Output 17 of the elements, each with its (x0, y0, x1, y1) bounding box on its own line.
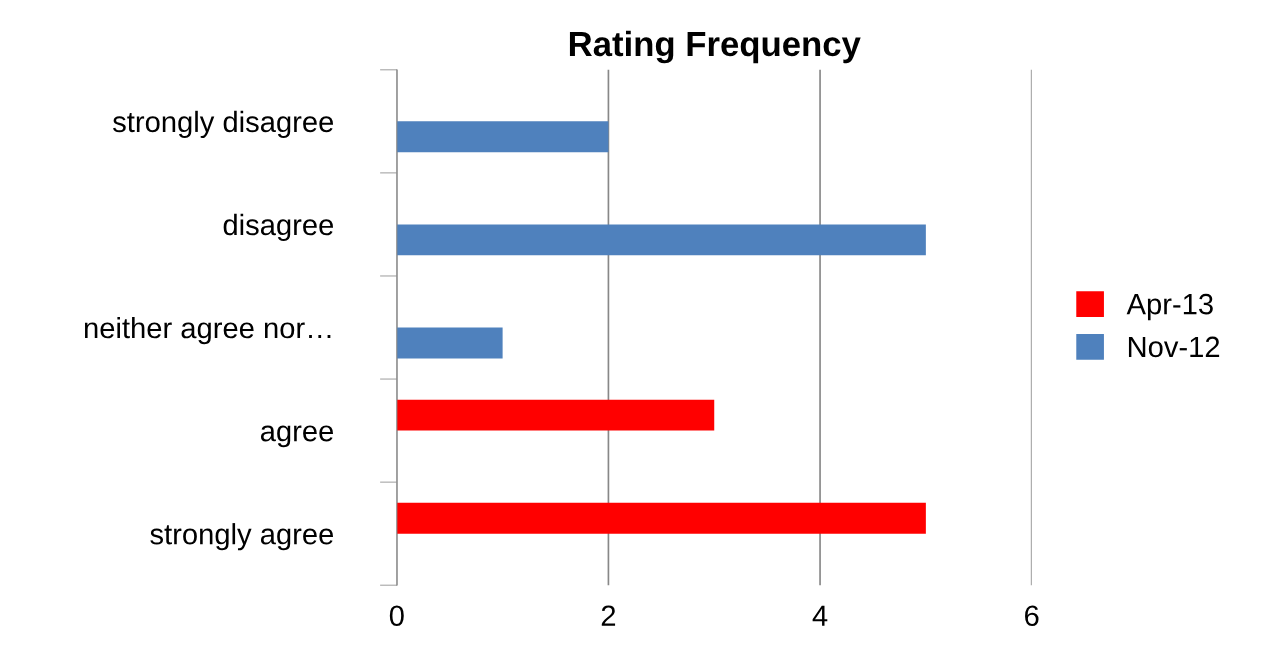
y-tick-label: strongly agree (150, 523, 334, 551)
y-tick-label: neither agree nor… (84, 316, 331, 345)
x-tick-label: 0 (389, 605, 404, 627)
bar (396, 327, 503, 359)
bar (396, 399, 715, 431)
y-tick-label: disagree (223, 213, 334, 242)
bar (396, 502, 926, 534)
bar (396, 121, 609, 153)
y-tick-label: agree (260, 425, 334, 448)
legend-label: Nov-12 (1128, 336, 1220, 358)
x-tick-label: 2 (601, 605, 616, 626)
bar (396, 224, 926, 256)
x-tick-label: 4 (812, 605, 828, 626)
chart-title: Rating Frequency (569, 30, 861, 64)
legend-label: Apr-13 (1126, 293, 1213, 321)
y-tick-label: strongly disagree (113, 110, 334, 138)
x-tick-label: 6 (1025, 605, 1039, 627)
